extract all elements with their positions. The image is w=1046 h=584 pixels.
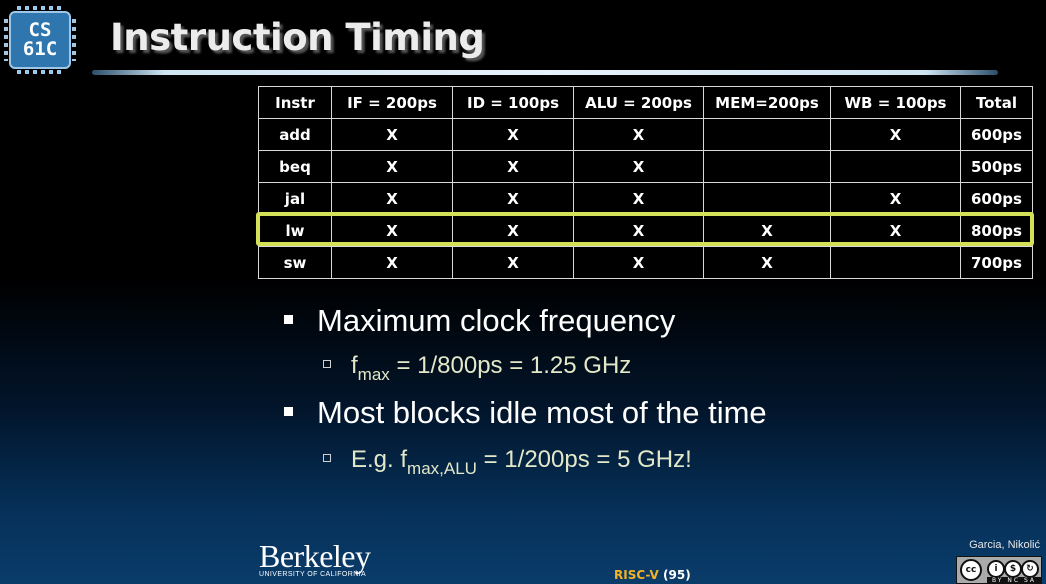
nc-icon: $ bbox=[1004, 560, 1022, 578]
bullet-square-icon bbox=[284, 407, 293, 417]
table-cell bbox=[830, 150, 961, 183]
table-cell: X bbox=[573, 182, 704, 215]
formula-subscript: max bbox=[357, 365, 390, 384]
table-cell: X bbox=[452, 214, 574, 247]
header-cell: Total bbox=[960, 86, 1033, 119]
creative-commons-license-badge: cc i $ ↻ BY NC SA bbox=[956, 556, 1042, 584]
sub-bullet-fmax: fmax = 1/800ps = 1.25 GHz bbox=[323, 352, 632, 384]
bullet-blocks-idle: Most blocks idle most of the time bbox=[284, 395, 767, 431]
table-cell: X bbox=[331, 246, 453, 279]
instruction-timing-table: Instr IF = 200ps ID = 100ps ALU = 200ps … bbox=[258, 86, 1033, 279]
table-cell bbox=[830, 246, 961, 279]
header-cell: ALU = 200ps bbox=[573, 86, 704, 119]
header-cell: WB = 100ps bbox=[830, 86, 961, 119]
bullet-text: Most blocks idle most of the time bbox=[317, 395, 767, 430]
table-cell: X bbox=[331, 182, 453, 215]
header-cell: ID = 100ps bbox=[452, 86, 574, 119]
table-cell: X bbox=[573, 150, 704, 183]
formula-suffix: = 1/800ps = 1.25 GHz bbox=[389, 352, 632, 379]
formula-suffix: = 1/200ps = 5 GHz! bbox=[476, 446, 692, 473]
table-cell: X bbox=[573, 246, 704, 279]
table-cell: 800ps bbox=[960, 214, 1033, 247]
chip-pins-right bbox=[72, 19, 76, 61]
title-underline bbox=[92, 70, 998, 75]
berkeley-logo: Berkeley UNIVERSITY OF CALIFORNIA bbox=[259, 538, 371, 578]
table-cell: X bbox=[830, 214, 961, 247]
table-cell: X bbox=[830, 182, 961, 215]
table-row: jal X X X X 600ps bbox=[258, 182, 1033, 215]
berkeley-university-label: UNIVERSITY OF CALIFORNIA bbox=[259, 571, 367, 578]
table-cell: X bbox=[331, 118, 453, 151]
table-cell: X bbox=[703, 246, 831, 279]
formula-subscript: max,ALU bbox=[407, 459, 477, 478]
table-cell bbox=[703, 150, 831, 183]
table-cell bbox=[703, 118, 831, 151]
table-cell: X bbox=[452, 182, 574, 215]
author-credit: Garcia, Nikolić bbox=[969, 539, 1040, 551]
sub-bullet-square-icon bbox=[323, 359, 331, 368]
logo-line2: 61C bbox=[22, 38, 58, 60]
table-row: beq X X X 500ps bbox=[258, 150, 1033, 183]
page-number: (95) bbox=[663, 568, 691, 582]
table-cell: lw bbox=[258, 214, 332, 247]
formula-prefix: f bbox=[351, 352, 358, 379]
logo-line1: CS bbox=[28, 19, 52, 41]
berkeley-wordmark: Berkeley bbox=[259, 538, 371, 574]
table-cell: 600ps bbox=[960, 182, 1033, 215]
table-cell: jal bbox=[258, 182, 332, 215]
formula-prefix: E.g. f bbox=[351, 446, 408, 473]
by-icon: i bbox=[987, 560, 1005, 578]
table-row: add X X X X 600ps bbox=[258, 118, 1033, 151]
footer-section-label: RISC-V (95) bbox=[614, 568, 691, 582]
table-cell: add bbox=[258, 118, 332, 151]
table-cell: 600ps bbox=[960, 118, 1033, 151]
table-cell bbox=[703, 182, 831, 215]
table-cell: sw bbox=[258, 246, 332, 279]
table-cell: X bbox=[573, 118, 704, 151]
chip-pins-top bbox=[17, 6, 63, 10]
chip-pins-left bbox=[4, 19, 8, 61]
table-header-row: Instr IF = 200ps ID = 100ps ALU = 200ps … bbox=[258, 86, 1033, 119]
cs61c-logo: CS 61C bbox=[4, 6, 76, 74]
table-row: sw X X X X 700ps bbox=[258, 246, 1033, 279]
bullet-max-clock-frequency: Maximum clock frequency bbox=[284, 303, 675, 339]
table-row-highlighted: lw X X X X X 800ps bbox=[258, 214, 1033, 247]
table-cell: 700ps bbox=[960, 246, 1033, 279]
table-cell: X bbox=[452, 246, 574, 279]
section-name: RISC-V bbox=[614, 568, 659, 582]
header-cell: Instr bbox=[258, 86, 332, 119]
table-cell: X bbox=[573, 214, 704, 247]
sa-icon: ↻ bbox=[1021, 560, 1039, 578]
table-cell: X bbox=[331, 150, 453, 183]
chip-pins-bottom bbox=[17, 70, 63, 74]
cc-icon: cc bbox=[960, 559, 982, 581]
table-cell: X bbox=[703, 214, 831, 247]
bullet-square-icon bbox=[284, 315, 293, 325]
slide-title: Instruction Timing bbox=[110, 16, 485, 59]
table-cell: X bbox=[452, 118, 574, 151]
table-cell: 500ps bbox=[960, 150, 1033, 183]
table-cell: beq bbox=[258, 150, 332, 183]
header-cell: MEM=200ps bbox=[703, 86, 831, 119]
table-cell: X bbox=[331, 214, 453, 247]
sub-bullet-square-icon bbox=[323, 453, 331, 462]
bullet-text: Maximum clock frequency bbox=[317, 303, 676, 338]
table-cell: X bbox=[830, 118, 961, 151]
sub-bullet-fmax-alu: E.g. fmax,ALU = 1/200ps = 5 GHz! bbox=[323, 446, 692, 478]
license-labels: BY NC SA bbox=[987, 577, 1041, 584]
table-cell: X bbox=[452, 150, 574, 183]
header-cell: IF = 200ps bbox=[331, 86, 453, 119]
